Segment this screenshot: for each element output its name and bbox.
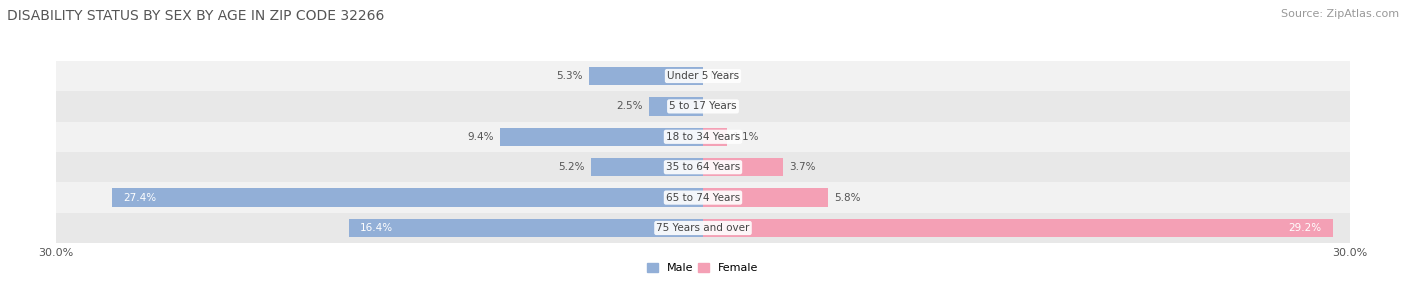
Bar: [56, 213, 1350, 243]
Text: Under 5 Years: Under 5 Years: [666, 71, 740, 81]
Text: 65 to 74 Years: 65 to 74 Years: [666, 193, 740, 202]
Text: Source: ZipAtlas.com: Source: ZipAtlas.com: [1281, 9, 1399, 19]
Bar: [56, 182, 1350, 213]
Bar: [350, 219, 703, 237]
Legend: Male, Female: Male, Female: [643, 258, 763, 278]
Bar: [703, 158, 783, 176]
Text: 0.0%: 0.0%: [710, 102, 735, 111]
Text: 3.7%: 3.7%: [789, 162, 815, 172]
Bar: [589, 67, 703, 85]
Bar: [650, 97, 703, 116]
Text: 16.4%: 16.4%: [360, 223, 394, 233]
Bar: [703, 128, 727, 146]
Text: 29.2%: 29.2%: [1289, 223, 1322, 233]
Bar: [501, 128, 703, 146]
Text: 18 to 34 Years: 18 to 34 Years: [666, 132, 740, 142]
Text: 9.4%: 9.4%: [467, 132, 494, 142]
Text: 0.0%: 0.0%: [710, 71, 735, 81]
Bar: [703, 188, 828, 207]
Bar: [56, 91, 1350, 122]
Text: 35 to 64 Years: 35 to 64 Years: [666, 162, 740, 172]
Text: DISABILITY STATUS BY SEX BY AGE IN ZIP CODE 32266: DISABILITY STATUS BY SEX BY AGE IN ZIP C…: [7, 9, 384, 23]
Bar: [56, 61, 1350, 91]
Bar: [56, 152, 1350, 182]
Text: 5.2%: 5.2%: [558, 162, 585, 172]
Text: 27.4%: 27.4%: [124, 193, 156, 202]
Bar: [112, 188, 703, 207]
Text: 5.8%: 5.8%: [835, 193, 860, 202]
Text: 75 Years and over: 75 Years and over: [657, 223, 749, 233]
Bar: [56, 122, 1350, 152]
Text: 2.5%: 2.5%: [616, 102, 643, 111]
Text: 5 to 17 Years: 5 to 17 Years: [669, 102, 737, 111]
Text: 1.1%: 1.1%: [733, 132, 759, 142]
Text: 5.3%: 5.3%: [555, 71, 582, 81]
Bar: [591, 158, 703, 176]
Bar: [703, 219, 1333, 237]
